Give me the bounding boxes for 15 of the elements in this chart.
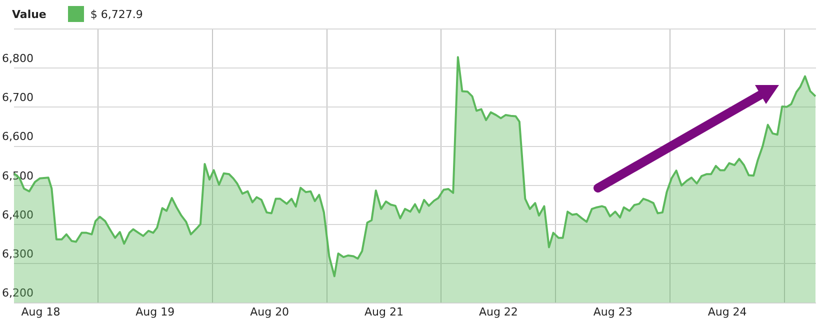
y-tick-label: 6,300 xyxy=(2,248,34,261)
y-tick-label: 6,400 xyxy=(2,208,34,222)
x-tick-label: Aug 20 xyxy=(250,305,290,318)
x-tick-label: Aug 22 xyxy=(478,305,518,318)
x-tick-label: Aug 24 xyxy=(708,305,747,318)
y-tick-label: 6,200 xyxy=(2,286,34,300)
x-tick-label: Aug 23 xyxy=(593,305,632,318)
y-tick-label: 6,600 xyxy=(2,130,34,144)
x-tick-label: Aug 19 xyxy=(136,305,175,318)
legend-title: Value xyxy=(12,8,46,20)
legend-label: $ 6,727.9 xyxy=(90,8,143,20)
y-tick-label: 6,800 xyxy=(2,52,34,65)
y-tick-label: 6,700 xyxy=(2,91,34,104)
x-tick-label: Aug 21 xyxy=(364,305,404,318)
x-tick-label: Aug 18 xyxy=(21,305,60,318)
